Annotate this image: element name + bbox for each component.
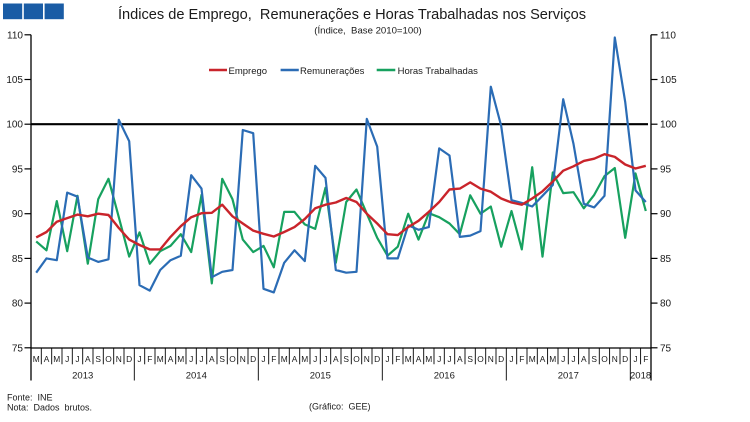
svg-text:Remunerações: Remunerações xyxy=(300,66,365,77)
svg-text:Índices de Emprego, Remuneraç: Índices de Emprego, Remunerações e Horas… xyxy=(118,6,586,23)
svg-text:M: M xyxy=(425,354,432,364)
svg-text:(Gráfico: GEE): (Gráfico: GEE) xyxy=(309,402,371,412)
svg-text:M: M xyxy=(281,354,288,364)
svg-text:F: F xyxy=(271,354,276,364)
svg-text:M: M xyxy=(549,354,556,364)
svg-text:85: 85 xyxy=(12,254,24,265)
svg-text:J: J xyxy=(571,354,575,364)
svg-text:J: J xyxy=(261,354,265,364)
svg-text:A: A xyxy=(44,354,50,364)
svg-text:J: J xyxy=(633,354,637,364)
svg-text:J: J xyxy=(199,354,203,364)
svg-text:2013: 2013 xyxy=(72,371,93,382)
svg-text:N: N xyxy=(488,354,494,364)
svg-text:D: D xyxy=(498,354,504,364)
svg-text:F: F xyxy=(395,354,400,364)
svg-text:D: D xyxy=(126,354,132,364)
svg-text:M: M xyxy=(177,354,184,364)
svg-text:M: M xyxy=(405,354,412,364)
svg-text:N: N xyxy=(612,354,618,364)
svg-text:105: 105 xyxy=(6,75,23,86)
svg-text:100: 100 xyxy=(660,120,677,131)
svg-text:N: N xyxy=(364,354,370,364)
svg-text:2017: 2017 xyxy=(558,371,579,382)
svg-text:A: A xyxy=(292,354,298,364)
svg-text:100: 100 xyxy=(6,120,23,131)
svg-text:90: 90 xyxy=(12,209,24,220)
svg-text:A: A xyxy=(333,354,339,364)
svg-text:J: J xyxy=(137,354,141,364)
svg-text:A: A xyxy=(416,354,422,364)
svg-text:A: A xyxy=(85,354,91,364)
svg-text:S: S xyxy=(591,354,597,364)
svg-text:J: J xyxy=(323,354,327,364)
svg-text:Fonte: INE: Fonte: INE xyxy=(7,393,53,403)
svg-text:85: 85 xyxy=(660,254,672,265)
svg-text:75: 75 xyxy=(12,343,24,354)
svg-text:N: N xyxy=(240,354,246,364)
svg-text:J: J xyxy=(437,354,441,364)
svg-text:N: N xyxy=(116,354,122,364)
svg-text:S: S xyxy=(95,354,101,364)
svg-text:J: J xyxy=(509,354,513,364)
svg-text:J: J xyxy=(75,354,79,364)
svg-text:J: J xyxy=(65,354,69,364)
svg-text:110: 110 xyxy=(660,30,676,41)
svg-text:Emprego: Emprego xyxy=(229,66,268,77)
svg-text:(Índice, Base 2010=100): (Índice, Base 2010=100) xyxy=(314,26,421,37)
svg-text:S: S xyxy=(467,354,473,364)
svg-text:D: D xyxy=(250,354,256,364)
svg-text:105: 105 xyxy=(660,75,677,86)
svg-text:95: 95 xyxy=(660,164,672,175)
svg-text:95: 95 xyxy=(12,164,24,175)
svg-text:J: J xyxy=(561,354,565,364)
svg-text:Nota: Dados brutos.: Nota: Dados brutos. xyxy=(7,403,92,413)
svg-text:O: O xyxy=(353,354,360,364)
svg-text:A: A xyxy=(457,354,463,364)
svg-text:A: A xyxy=(540,354,546,364)
svg-text:M: M xyxy=(529,354,536,364)
svg-text:75: 75 xyxy=(660,343,672,354)
svg-text:J: J xyxy=(385,354,389,364)
svg-text:M: M xyxy=(157,354,164,364)
svg-text:J: J xyxy=(313,354,317,364)
svg-text:J: J xyxy=(447,354,451,364)
svg-text:2018: 2018 xyxy=(630,371,651,382)
svg-text:O: O xyxy=(229,354,236,364)
svg-text:2016: 2016 xyxy=(434,371,455,382)
svg-text:S: S xyxy=(219,354,225,364)
svg-text:F: F xyxy=(147,354,152,364)
svg-text:110: 110 xyxy=(7,30,23,41)
svg-text:80: 80 xyxy=(12,299,24,310)
svg-text:90: 90 xyxy=(660,209,672,220)
svg-text:O: O xyxy=(601,354,608,364)
svg-text:O: O xyxy=(105,354,112,364)
svg-text:F: F xyxy=(643,354,648,364)
svg-text:F: F xyxy=(519,354,524,364)
svg-text:M: M xyxy=(33,354,40,364)
svg-text:2015: 2015 xyxy=(310,371,331,382)
svg-text:A: A xyxy=(168,354,174,364)
svg-text:D: D xyxy=(374,354,380,364)
svg-text:J: J xyxy=(189,354,193,364)
svg-text:Horas Trabalhadas: Horas Trabalhadas xyxy=(398,66,479,77)
svg-text:M: M xyxy=(53,354,60,364)
svg-text:S: S xyxy=(343,354,349,364)
svg-text:M: M xyxy=(301,354,308,364)
svg-text:80: 80 xyxy=(660,299,672,310)
svg-text:2014: 2014 xyxy=(186,371,207,382)
svg-text:O: O xyxy=(477,354,484,364)
svg-text:A: A xyxy=(581,354,587,364)
svg-text:D: D xyxy=(622,354,628,364)
svg-text:A: A xyxy=(209,354,215,364)
